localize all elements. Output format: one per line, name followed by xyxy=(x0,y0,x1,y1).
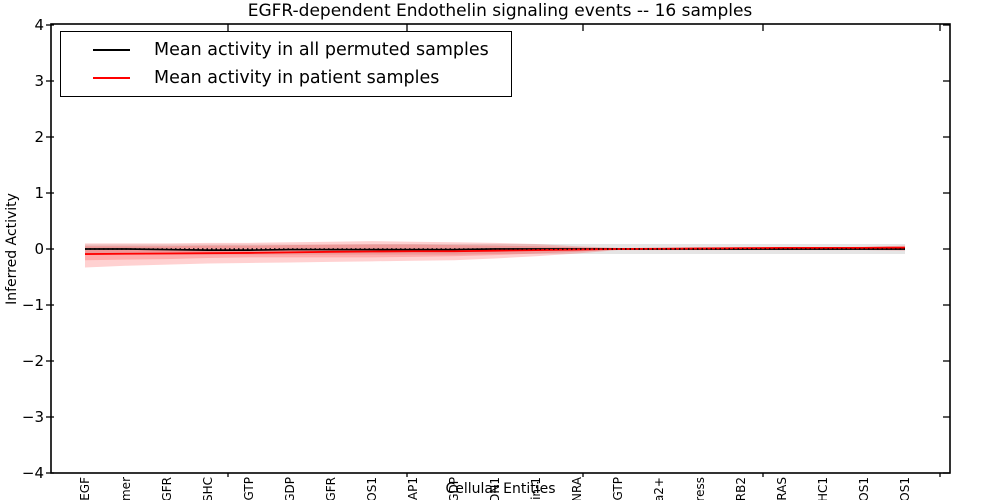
x-tick-label: mol:Ca2+ xyxy=(652,477,666,500)
x-tick-label: HRAS/GDP xyxy=(447,477,461,500)
y-tick-label: 4 xyxy=(34,15,44,34)
x-tick-label: HRAS/GTP xyxy=(242,477,256,500)
y-tick-label: −2 xyxy=(21,351,44,370)
x-tick-label: EGF/EGFR xyxy=(160,477,174,500)
y-tick-label: 3 xyxy=(34,71,44,90)
legend-label-patient: Mean activity in patient samples xyxy=(154,67,440,88)
legend: Mean activity in all permuted samples Me… xyxy=(60,31,512,97)
patient-mean-line xyxy=(84,246,906,255)
legend-line-permuted-icon xyxy=(93,49,130,52)
x-tick-label: EGFR xyxy=(324,477,338,500)
x-tick-label: EDNRA xyxy=(570,477,584,500)
chart-title: EGFR-dependent Endothelin signaling even… xyxy=(247,1,753,21)
x-tick-label: GRB2 xyxy=(734,477,748,500)
x-tick-label: SHC1 xyxy=(816,477,830,500)
legend-item-patient: Mean activity in patient samples xyxy=(61,67,511,89)
x-tick-label: EDN1 xyxy=(488,477,502,500)
x-tick-label: EGF xyxy=(78,477,92,500)
x-tick-label: ETA receptor/Endothelin-1 xyxy=(529,477,543,500)
y-tick-label: 0 xyxy=(34,239,44,258)
patient-std-band-outer xyxy=(85,241,905,268)
legend-line-patient-icon xyxy=(93,76,130,79)
x-tick-label: mol:GDP xyxy=(283,477,297,500)
x-tick-label: FRAP1 xyxy=(406,477,420,500)
y-tick-label: 2 xyxy=(34,127,44,146)
legend-item-permuted: Mean activity in all permuted samples xyxy=(61,39,511,61)
x-tick-label: SOS1 xyxy=(857,477,871,500)
x-tick-label: mol:GTP xyxy=(611,477,625,500)
x-tick-label: response to oxidative stress xyxy=(693,477,707,500)
x-tick-label: EGF/EGFR dimer/SHC/GRB2/SOS1 xyxy=(365,477,379,500)
y-tick-label: −4 xyxy=(21,463,44,482)
y-tick-label: 1 xyxy=(34,183,44,202)
x-axis-label: Cellular Entities xyxy=(445,481,556,497)
x-tick-label: EGF/EGFR dimer xyxy=(119,477,133,500)
x-tick-label: HRAS xyxy=(775,477,789,500)
y-tick-label: −3 xyxy=(21,407,44,426)
x-tick-label: EGF/EGFR dimer/SHC xyxy=(201,477,215,500)
x-tick-label: GRB2/SOS1 xyxy=(898,477,912,500)
legend-label-permuted: Mean activity in all permuted samples xyxy=(154,40,489,61)
y-tick-label: −1 xyxy=(21,295,44,314)
